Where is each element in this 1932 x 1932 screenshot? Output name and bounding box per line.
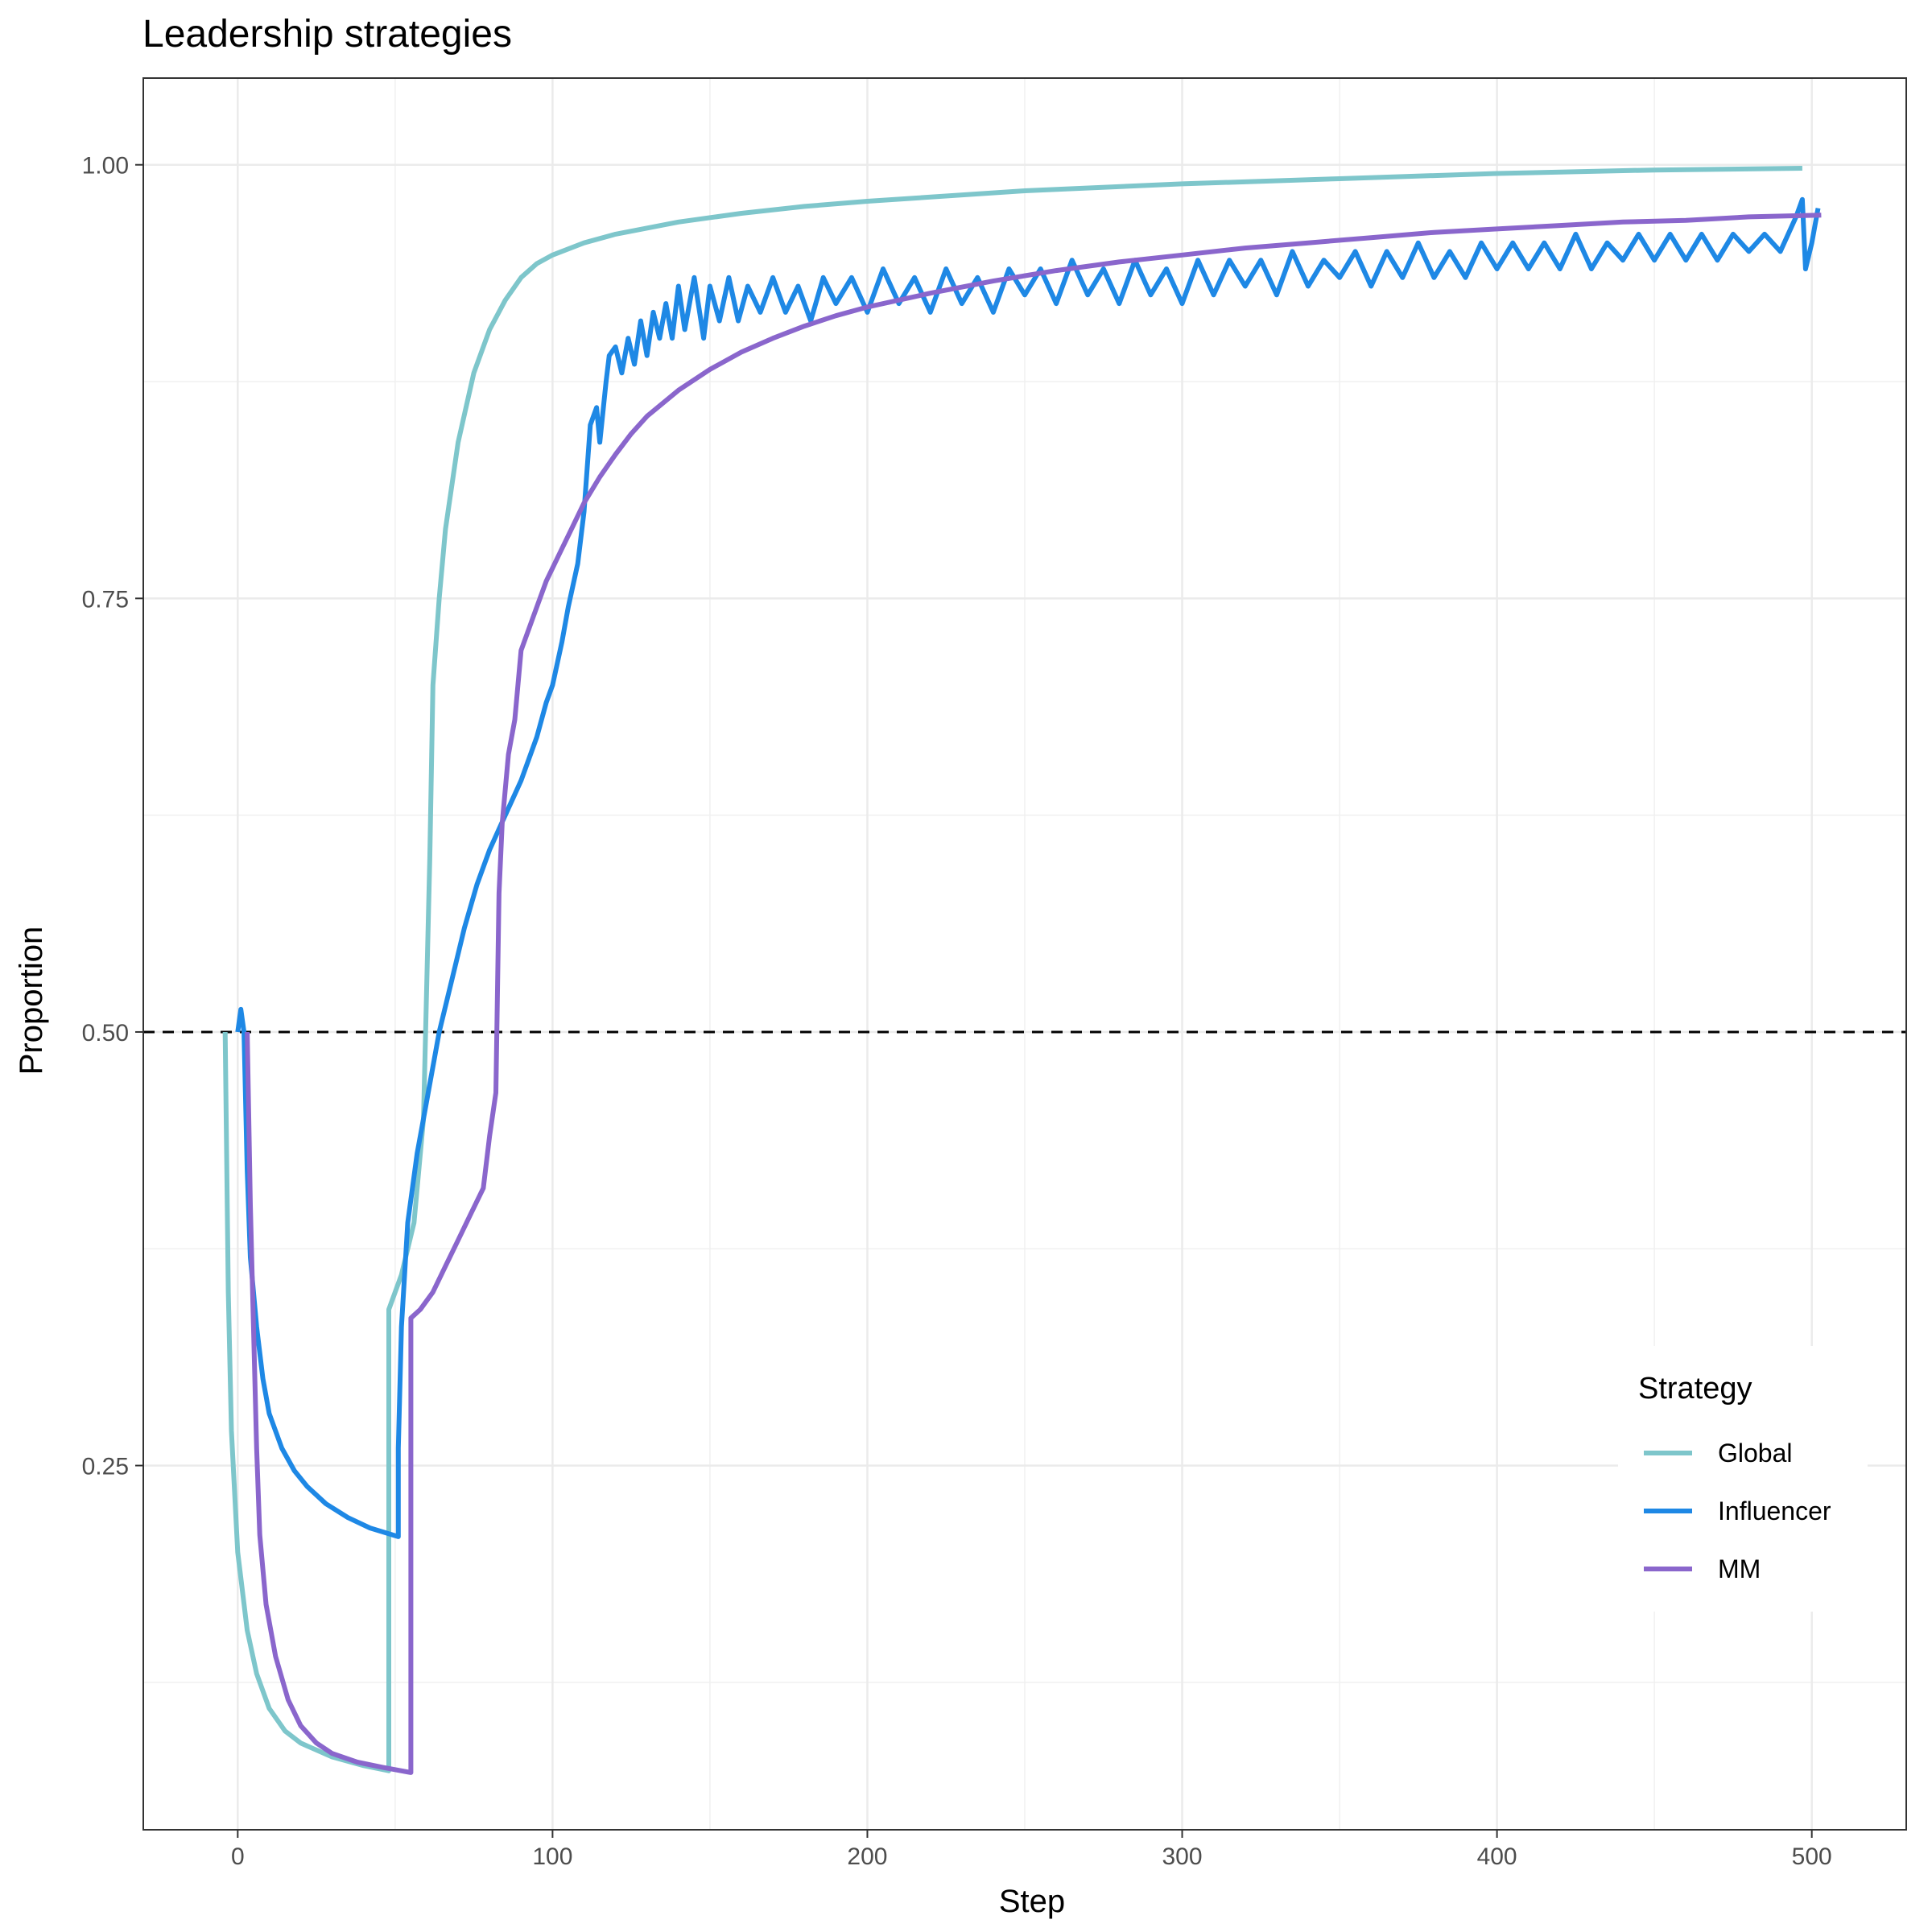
x-tick-label: 0 [231, 1843, 245, 1870]
y-axis-title: Proportion [14, 927, 49, 1075]
y-tick-label: 0.75 [82, 586, 129, 613]
series-line-influencer [235, 196, 1821, 1539]
series-layer [222, 166, 1822, 1775]
legend-items: Global Influencer MM [1644, 1439, 1831, 1583]
x-tick-label: 300 [1162, 1843, 1203, 1870]
y-tick-label: 0.25 [82, 1454, 129, 1480]
series-line-mm [245, 213, 1822, 1775]
x-axis-title: Step [999, 1884, 1065, 1919]
legend-label-mm: MM [1718, 1554, 1761, 1583]
x-tick-label: 500 [1792, 1843, 1832, 1870]
y-tick-label: 0.50 [82, 1020, 129, 1046]
x-tick-label: 200 [847, 1843, 887, 1870]
x-tick-label: 400 [1477, 1843, 1517, 1870]
legend: Strategy Global Influencer MM [1618, 1346, 1868, 1612]
series-line-global [222, 166, 1802, 1773]
plot-panel-border [142, 77, 1907, 1831]
x-axis: 0 100 200 300 400 500 [231, 1830, 1832, 1870]
y-tick-label: 1.00 [82, 153, 129, 180]
legend-label-influencer: Influencer [1718, 1496, 1831, 1525]
grid [143, 78, 1906, 1830]
y-axis: 0.25 0.50 0.75 1.00 [82, 153, 143, 1480]
x-tick-label: 100 [532, 1843, 572, 1870]
legend-label-global: Global [1718, 1439, 1793, 1468]
chart-title: Leadership strategies [142, 13, 512, 56]
legend-title: Strategy [1638, 1372, 1752, 1406]
